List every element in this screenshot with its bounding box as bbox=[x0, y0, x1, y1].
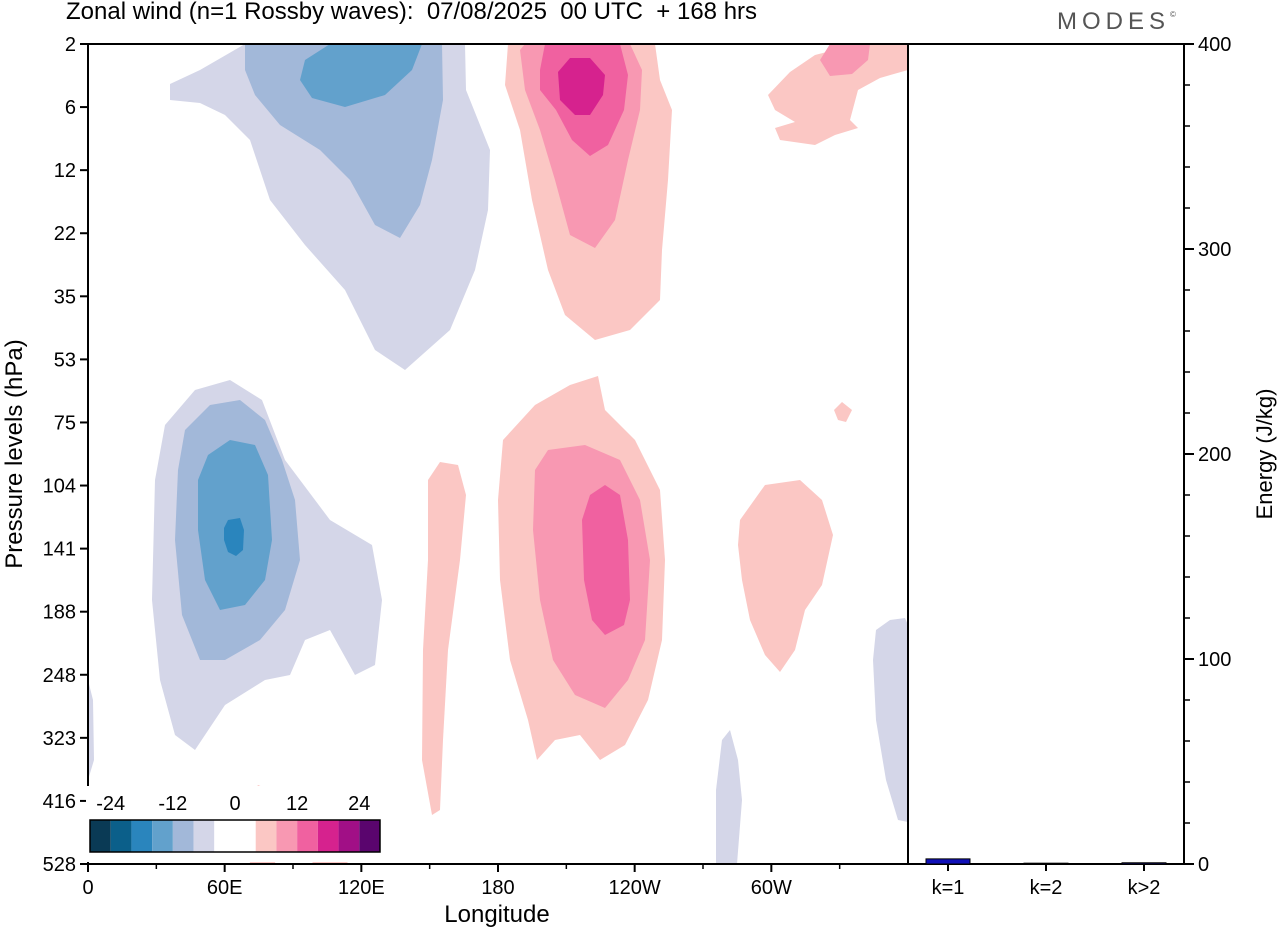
energy-tick-label: 100 bbox=[1198, 649, 1231, 671]
bar-category-label: k=2 bbox=[1030, 877, 1063, 899]
contour-pos-mid-l2 bbox=[582, 485, 630, 635]
y-tick-label: 22 bbox=[54, 223, 76, 245]
y-tick-label: 6 bbox=[65, 97, 76, 119]
energy-bar bbox=[925, 858, 971, 865]
colorbar-label: 12 bbox=[286, 793, 308, 815]
colorbar-swatch bbox=[255, 820, 277, 852]
colorbar-swatch bbox=[235, 820, 256, 852]
x-tick-label: 180 bbox=[481, 877, 514, 899]
colorbar-label: 24 bbox=[348, 793, 370, 815]
energy-axis-ticks: 0 100 200 300 400 bbox=[1184, 34, 1231, 876]
colorbar-swatch bbox=[131, 820, 153, 852]
contour-pos-ne-l1 bbox=[820, 44, 870, 76]
x-axis-title: Longitude bbox=[444, 901, 549, 928]
bar-category-label: k>2 bbox=[1128, 877, 1161, 899]
contour-field bbox=[88, 44, 908, 864]
contour-pos-upper-l3 bbox=[558, 58, 605, 115]
colorbar-swatch bbox=[193, 820, 215, 852]
x-tick-label: 120E bbox=[338, 877, 385, 899]
contour-neg-upper-l1 bbox=[245, 44, 443, 238]
colorbar: -24 -12 0 12 24 bbox=[86, 786, 384, 862]
contour-neg-bottom bbox=[716, 730, 742, 864]
energy-tick-label: 300 bbox=[1198, 239, 1231, 261]
contour-neg-right bbox=[873, 618, 908, 822]
contour-pos-right bbox=[738, 480, 833, 672]
colorbar-swatch bbox=[317, 820, 339, 852]
y-axis-title: Pressure levels (hPa) bbox=[1, 339, 28, 568]
brand-text: MODES bbox=[1057, 8, 1171, 35]
y-tick-label: 12 bbox=[54, 160, 76, 182]
y-tick-label: 188 bbox=[43, 602, 76, 624]
colorbar-label: 0 bbox=[229, 793, 240, 815]
colorbar-swatch bbox=[359, 820, 380, 852]
y-tick-label: 416 bbox=[43, 791, 76, 813]
contour-pos-dot bbox=[834, 402, 852, 422]
y-tick-label: 141 bbox=[43, 539, 76, 561]
colorbar-swatch bbox=[338, 820, 360, 852]
contour-pos-ne-l0 bbox=[768, 44, 908, 145]
colorbar-swatch bbox=[90, 820, 111, 852]
contour-neg-upper-l2 bbox=[300, 44, 422, 107]
contour-pos-thin bbox=[422, 462, 466, 815]
y-tick-label: 35 bbox=[54, 286, 76, 308]
colorbar-frame bbox=[89, 819, 381, 853]
energy-bar bbox=[1121, 862, 1167, 865]
energy-bars: k=1 k=2 k>2 bbox=[925, 858, 1167, 899]
energy-tick-label: 200 bbox=[1198, 444, 1231, 466]
y-tick-label: 323 bbox=[43, 728, 76, 750]
bar-category-label: k=1 bbox=[932, 877, 965, 899]
colorbar-swatch bbox=[172, 820, 194, 852]
energy-tick-label: 400 bbox=[1198, 34, 1231, 56]
chart-title: Zonal wind (n=1 Rossby waves): 07/08/202… bbox=[66, 0, 758, 25]
y-tick-label: 104 bbox=[43, 476, 76, 498]
x-tick-label: 60W bbox=[751, 877, 792, 899]
energy-tick-label: 0 bbox=[1198, 854, 1209, 876]
colorbar-swatch bbox=[152, 820, 173, 852]
y-tick-label: 75 bbox=[54, 412, 76, 434]
modes-logo: MODES© bbox=[1057, 8, 1176, 36]
y-tick-label: 248 bbox=[43, 665, 76, 687]
brand-mark: © bbox=[1170, 10, 1176, 19]
x-tick-label: 120W bbox=[609, 877, 661, 899]
contour-neg-leftedge bbox=[88, 680, 94, 780]
colorbar-swatch bbox=[214, 820, 235, 852]
colorbar-swatch bbox=[297, 820, 318, 852]
y-tick-label: 53 bbox=[54, 349, 76, 371]
y-tick-label: 528 bbox=[43, 854, 76, 876]
y-tick-label: 2 bbox=[65, 34, 76, 56]
colorbar-label: -12 bbox=[158, 793, 187, 815]
colorbar-swatch bbox=[276, 820, 298, 852]
x-axis-ticks: 0 60E 120E 180 120W 60W bbox=[82, 864, 841, 899]
energy-axis-title: Energy (J/kg) bbox=[1252, 389, 1277, 520]
x-tick-label: 0 bbox=[82, 877, 93, 899]
colorbar-swatch bbox=[110, 820, 132, 852]
contour-neg-lower-l3 bbox=[224, 518, 244, 556]
x-tick-label: 60E bbox=[207, 877, 243, 899]
colorbar-label: -24 bbox=[96, 793, 125, 815]
y-axis-ticks: 2 6 12 22 35 53 75 104 141 188 248 323 416 528 bbox=[43, 34, 88, 876]
